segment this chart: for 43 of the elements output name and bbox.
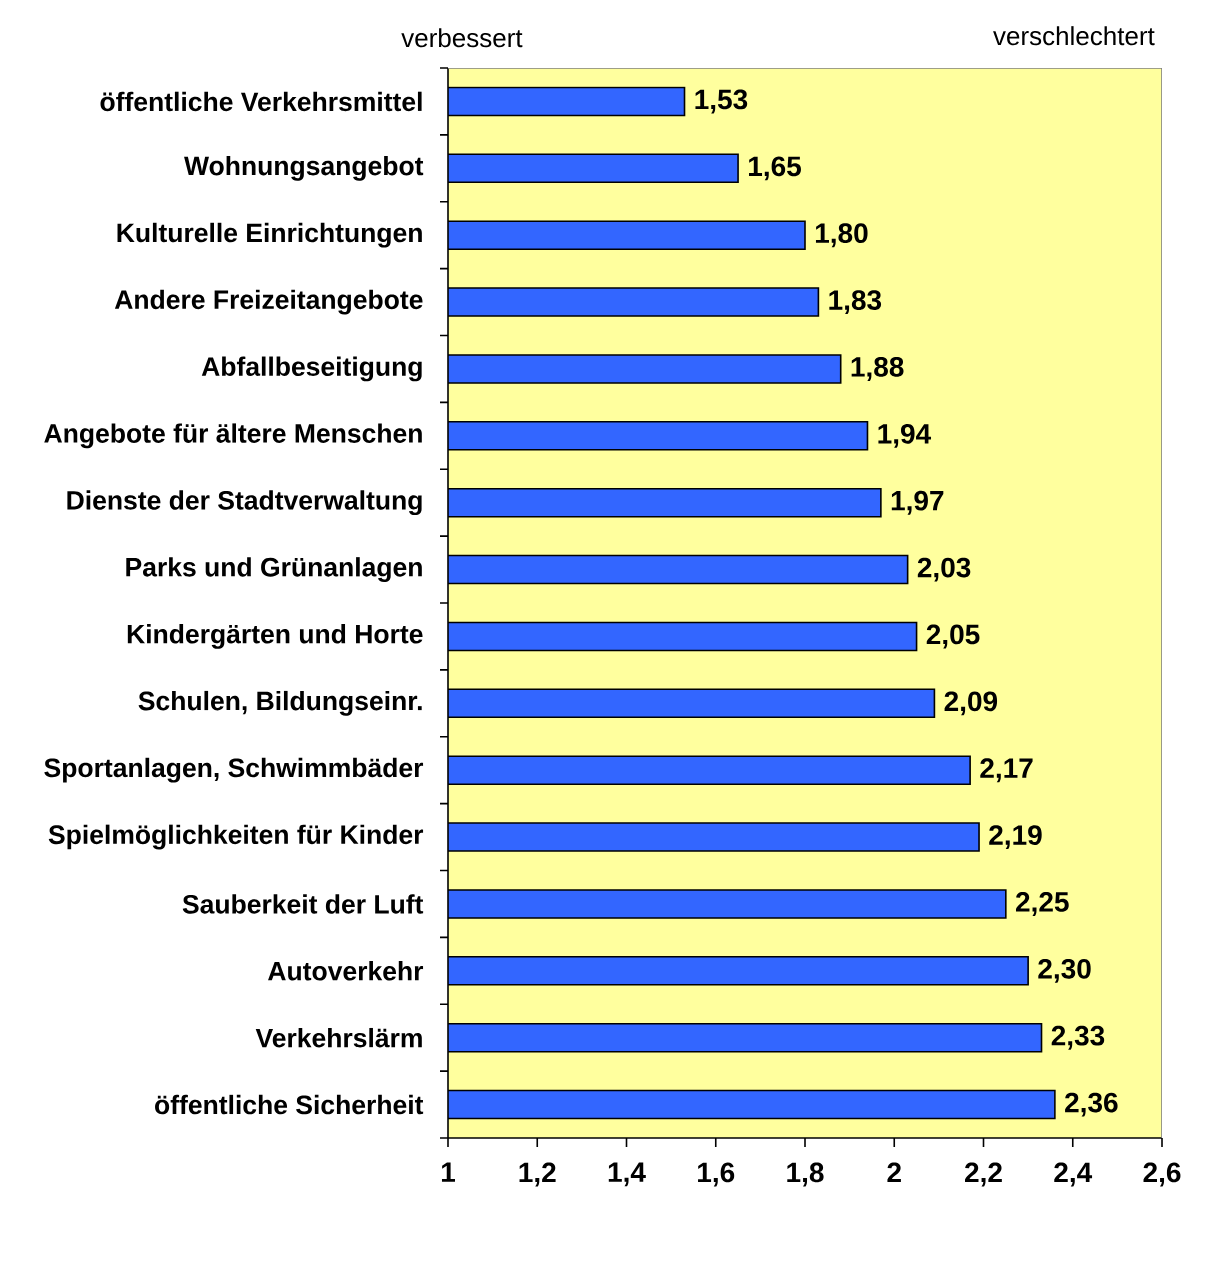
x-tick-label: 1,2	[519, 1162, 556, 1187]
y-tick-label: Dienste der Stadtverwaltung	[67, 490, 422, 516]
x-tick-label: 2,4	[1054, 1162, 1093, 1187]
data-label: 2,03	[917, 557, 971, 582]
y-tick-label: Sportanlagen, Schwimmbäder	[44, 757, 424, 783]
data-label: 2,19	[989, 825, 1042, 850]
text: verbessert	[401, 28, 523, 48]
y-tick-label: Andere Freizeitangebote	[114, 289, 423, 315]
data-label: 1,94	[878, 423, 932, 448]
data-label: 2,05	[926, 624, 980, 649]
x-tick-label: 1,6	[698, 1162, 735, 1187]
text: verschlechtert	[993, 26, 1155, 46]
y-tick-label: Autoverkehr	[268, 961, 424, 981]
y-tick-label: Parks und Grünanlagen	[126, 557, 422, 582]
data-label: 1,65	[749, 156, 801, 181]
x-tick-label: 1	[441, 1162, 455, 1182]
y-tick-label: Kindergärten und Horte	[127, 624, 423, 649]
data-label: 1,53	[695, 89, 748, 114]
data-label: 1,80	[815, 223, 868, 248]
y-tick-label: Angebote für ältere Menschen	[44, 423, 422, 449]
x-tick-label: 2,6	[1143, 1162, 1181, 1187]
y-tick-label: Abfallbeseitigung	[201, 356, 422, 382]
x-tick-label: 2,2	[965, 1162, 1002, 1187]
data-label: 2,33	[1051, 1025, 1105, 1050]
y-tick-label: öffentliche Sicherheit	[155, 1094, 424, 1115]
y-tick-label: Schulen, Bildungseinr.	[138, 690, 422, 716]
y-tick-label: Sauberkeit der Luft	[182, 894, 424, 914]
x-tick-label: 1,4	[608, 1162, 646, 1187]
data-label: 2,17	[980, 758, 1033, 783]
x-tick-label: 1,8	[787, 1162, 824, 1187]
y-tick-label: Kulturelle Einrichtungen	[117, 222, 422, 248]
data-label: 2,36	[1065, 1092, 1118, 1117]
y-tick-label: öffentliche Verkehrsmittel	[100, 91, 422, 112]
data-label: 1,88	[851, 357, 904, 381]
y-tick-label: Spielmöglichkeiten für Kinder	[48, 824, 424, 850]
data-label: 1,83	[829, 290, 882, 314]
y-tick-label: Verkehrslärm	[255, 1027, 422, 1048]
data-label: 2,09	[944, 691, 998, 716]
data-label: 2,30	[1038, 958, 1091, 983]
y-tick-label: Wohnungsangebot	[184, 155, 424, 181]
data-label: 2,25	[1015, 892, 1069, 916]
x-tick-label: 2	[887, 1162, 901, 1183]
data-label: 1,97	[891, 490, 944, 515]
